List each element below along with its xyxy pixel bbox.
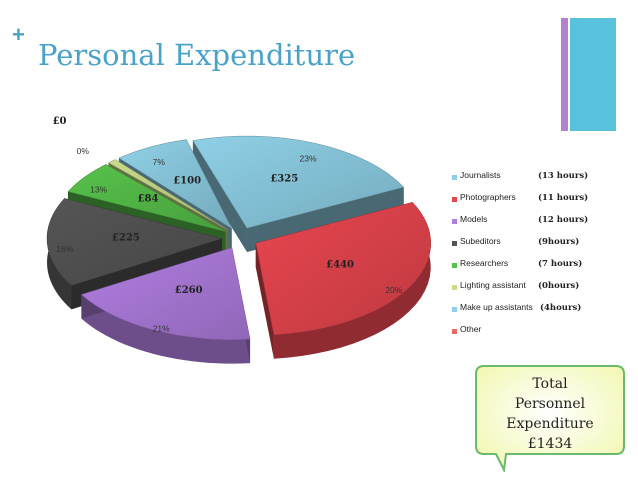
legend-item: Photographers (11 hours) — [452, 192, 592, 214]
legend-hours: (0hours) — [538, 281, 580, 291]
plus-mark: + — [12, 22, 25, 47]
legend-hours: (13 hours) — [538, 171, 589, 181]
legend-label: Journalists — [460, 170, 501, 180]
legend-item: Other — [452, 324, 592, 346]
percent-label: 0% — [77, 146, 90, 156]
percent-label: 21% — [153, 324, 170, 334]
legend-item: Journalists (13 hours) — [452, 170, 592, 192]
value-label: £0 — [53, 116, 67, 127]
accent-bar-blue — [570, 18, 616, 131]
legend-swatch — [452, 307, 457, 312]
legend-swatch — [452, 175, 457, 180]
legend-swatch — [452, 263, 457, 268]
total-callout-bubble — [475, 365, 625, 472]
legend-item: Lighting assistant (0hours) — [452, 280, 592, 302]
percent-label: 20% — [385, 285, 402, 295]
legend-hours: (9hours) — [538, 237, 580, 247]
pie-slice-side — [192, 140, 247, 253]
legend-swatch — [452, 285, 457, 290]
percent-label: 7% — [153, 157, 166, 167]
pie-slice-wall — [273, 202, 431, 359]
chart-legend: Journalists (13 hours) Photographers (11 ho… — [452, 170, 592, 346]
page-title: Personal Expenditure — [38, 38, 356, 72]
legend-label: Subeditors — [460, 236, 501, 246]
value-label: £440 — [326, 260, 354, 271]
legend-hours: (7 hours) — [538, 259, 583, 269]
pie-slice-photographers — [255, 202, 431, 335]
value-label: £84 — [138, 194, 159, 205]
value-label: £100 — [173, 176, 201, 187]
legend-label: Make up assistants — [460, 302, 533, 312]
pie-slice-subeditors — [46, 198, 223, 286]
pie-slice-lighting-assistant — [107, 159, 229, 231]
legend-label: Models — [460, 214, 488, 224]
legend-label: Researchers — [460, 258, 509, 268]
callout-line: Personnel — [514, 396, 586, 412]
total-callout: Total Personnel Expenditure £1434 — [476, 374, 624, 454]
legend-item: Researchers (7 hours) — [452, 258, 592, 280]
value-label: £260 — [175, 285, 203, 296]
legend-item: Subeditors (9hours) — [452, 236, 592, 258]
legend-hours: (11 hours) — [538, 193, 589, 203]
pie-slice-researchers — [67, 164, 226, 232]
callout-line: Expenditure — [506, 416, 594, 432]
legend-swatch — [452, 219, 457, 224]
pie-slice-models — [80, 247, 251, 340]
pie-slice-journalists — [192, 135, 405, 229]
accent-bar-purple — [561, 18, 568, 131]
value-label: £225 — [112, 233, 140, 244]
legend-label: Lighting assistant — [460, 280, 526, 290]
callout-line: £1434 — [527, 436, 573, 452]
legend-item: Models (12 hours) — [452, 214, 592, 236]
percent-label: 23% — [299, 154, 316, 164]
legend-label: Photographers — [460, 192, 516, 202]
percent-label: 16% — [56, 244, 73, 254]
callout-line: Total — [532, 376, 568, 392]
legend-hours: (4hours) — [540, 303, 582, 313]
legend-item: Make up assistants (4hours) — [452, 302, 592, 324]
legend-hours: (12 hours) — [538, 215, 589, 225]
percent-label: 13% — [90, 185, 107, 195]
pie-slice-make-up-assistants — [118, 139, 233, 230]
value-label: £325 — [270, 173, 298, 184]
legend-swatch — [452, 197, 457, 202]
pie-slice-wall — [81, 294, 251, 364]
pie-slice-side — [255, 243, 274, 359]
legend-swatch — [452, 241, 457, 246]
legend-label: Other — [460, 324, 482, 334]
legend-swatch — [452, 329, 457, 334]
